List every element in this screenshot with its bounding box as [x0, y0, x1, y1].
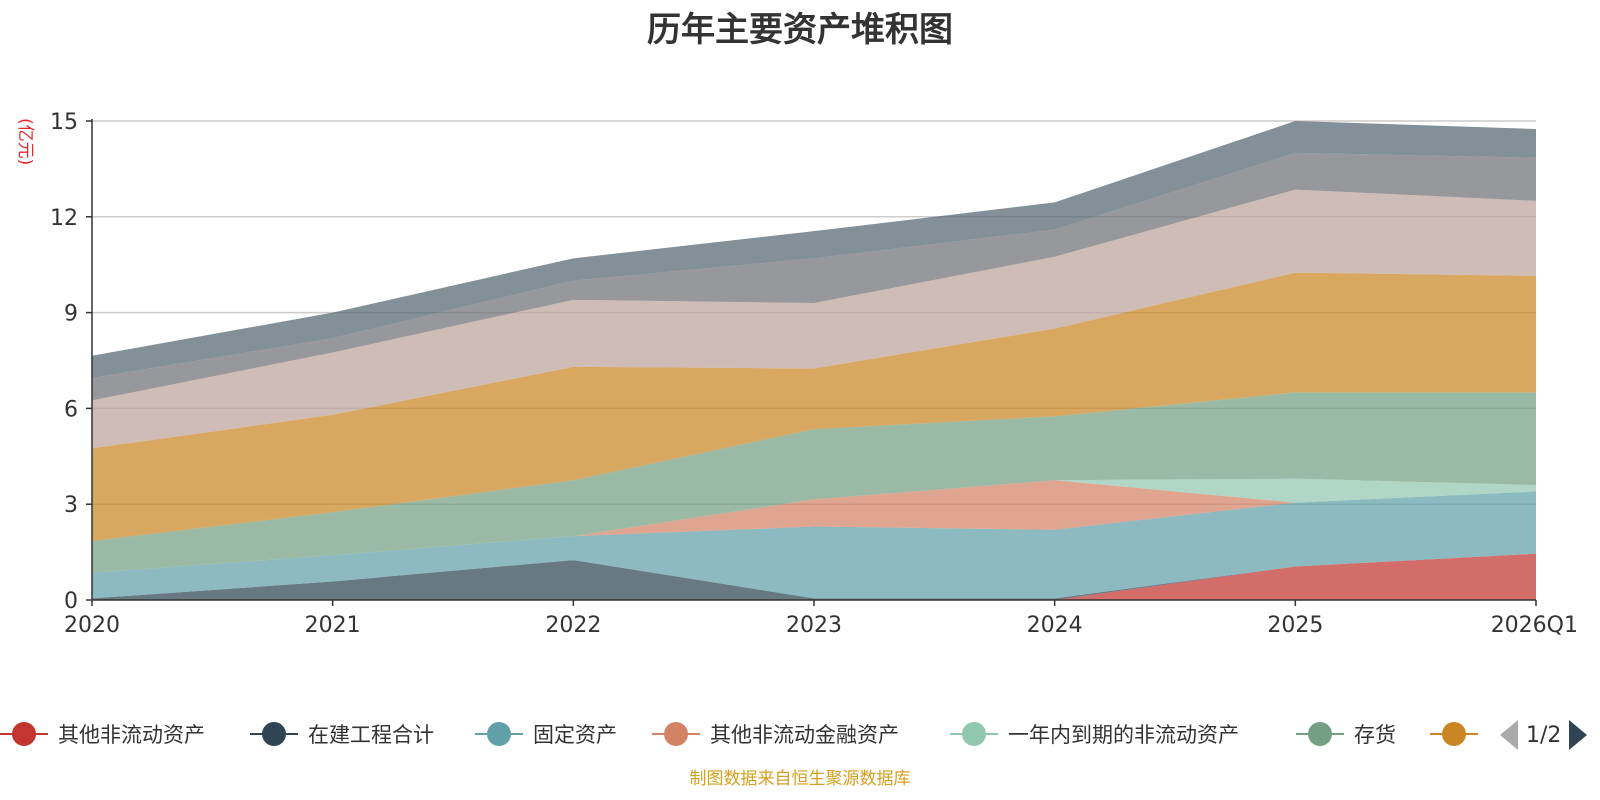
legend-marker-icon — [1296, 722, 1344, 746]
legend-item-label: 在建工程合计 — [308, 723, 434, 747]
legend-pager: 1/2 — [1500, 718, 1588, 752]
y-tick-label: 15 — [50, 110, 78, 135]
legend-item-label: 固定资产 — [533, 723, 617, 747]
chart-title: 历年主要资产堆积图 — [647, 10, 953, 50]
stacked-area-chart: 0 3 6 9 12 15 2020 2021 2022 2023 2024 2025 2026Q1 — [50, 110, 1578, 638]
legend: 其他非流动资产 在建工程合计 固定资产 其他非流动金融资产 一年内到期的非流动资产 存货 — [0, 718, 1600, 750]
legend-next-page-button[interactable] — [1569, 720, 1588, 750]
legend-item[interactable]: 一年内到期的非流动资产 — [950, 718, 1239, 750]
legend-marker-icon — [652, 722, 700, 746]
legend-item-label: 其他非流动金融资产 — [710, 723, 899, 747]
legend-item[interactable]: 其他非流动资产 — [0, 718, 205, 750]
area-series-1 — [92, 553, 1536, 600]
legend-marker-icon — [250, 722, 298, 746]
area-series-4 — [92, 478, 1536, 573]
area-series-7 — [92, 189, 1536, 449]
x-tick-label: 2021 — [305, 613, 361, 638]
legend-prev-page-button[interactable] — [1500, 720, 1518, 750]
data-source-footer: 制图数据来自恒生聚源数据库 — [689, 769, 911, 789]
area-series-2 — [92, 491, 1536, 599]
legend-marker-icon — [475, 722, 523, 746]
legend-item[interactable]: 其他非流动金融资产 — [652, 718, 899, 750]
x-tick-label: 2020 — [64, 613, 120, 638]
area-series-8 — [92, 152, 1536, 401]
legend-marker-icon — [1430, 722, 1478, 746]
y-tick-label: 3 — [64, 493, 78, 518]
legend-item[interactable]: 存货 — [1296, 718, 1396, 750]
y-tick-label: 9 — [64, 302, 78, 327]
legend-item[interactable]: 在建工程合计 — [250, 718, 434, 750]
legend-marker-icon — [950, 722, 998, 746]
legend-item-label: 存货 — [1354, 723, 1396, 747]
area-series-0 — [92, 553, 1536, 600]
area-series-5 — [92, 392, 1536, 573]
x-tick-label: 2024 — [1027, 613, 1083, 638]
y-tick-label: 0 — [64, 589, 78, 614]
y-tick-label: 12 — [50, 206, 78, 231]
x-tick-label: 2025 — [1267, 613, 1323, 638]
x-tick-label: 2023 — [786, 613, 842, 638]
legend-item-label: 一年内到期的非流动资产 — [1008, 723, 1239, 747]
legend-marker-icon — [0, 722, 48, 746]
x-tick-label: 2022 — [545, 613, 601, 638]
legend-item[interactable]: 固定资产 — [475, 718, 617, 750]
x-tick-label: 2026Q1 — [1491, 613, 1578, 638]
legend-page-indicator: 1/2 — [1526, 722, 1562, 748]
area-series-3 — [92, 480, 1536, 573]
legend-item[interactable] — [1430, 718, 1488, 750]
area-series-6 — [92, 272, 1536, 541]
y-tick-label: 6 — [64, 397, 78, 422]
area-series-9 — [92, 121, 1536, 379]
legend-item-label: 其他非流动资产 — [58, 723, 205, 747]
